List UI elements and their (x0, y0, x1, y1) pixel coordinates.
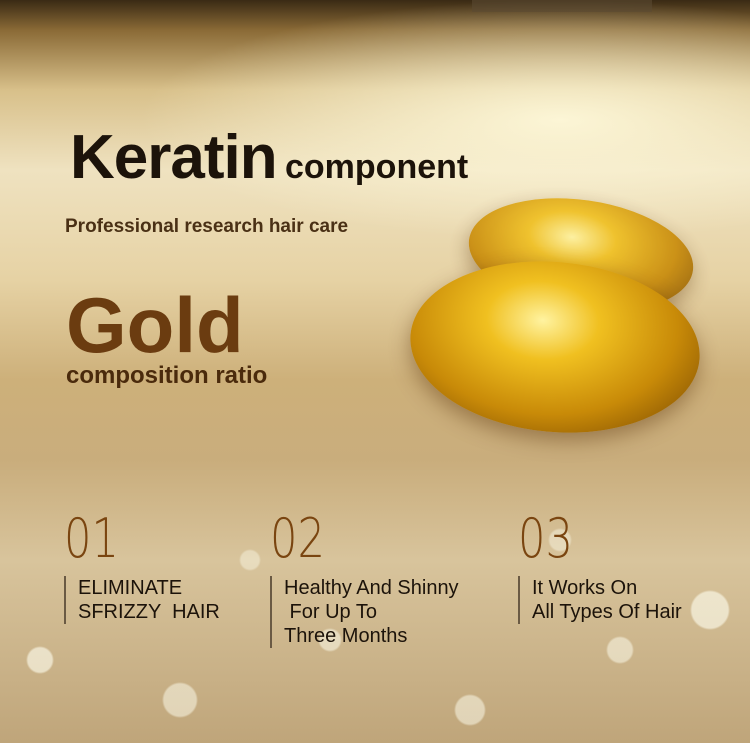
highlight-sub: composition ratio (66, 362, 268, 389)
feature-text: It Works On All Types Of Hair (518, 576, 682, 624)
title-suffix: component (285, 148, 469, 186)
glitter-background (0, 380, 750, 743)
feature-1: 01 ELIMINATE SFRIZZY HAIR (64, 510, 220, 624)
feature-text: Healthy And Shinny For Up To Three Month… (270, 576, 459, 648)
feature-2: 02 Healthy And Shinny For Up To Three Mo… (270, 510, 459, 648)
top-bar (472, 0, 652, 12)
feature-text: ELIMINATE SFRIZZY HAIR (64, 576, 220, 624)
feature-number: 03 (518, 507, 573, 570)
highlight: Gold (66, 281, 244, 369)
feature-3: 03 It Works On All Types Of Hair (518, 510, 682, 624)
feature-number: 02 (270, 507, 325, 570)
title: Keratin (70, 123, 278, 192)
feature-number: 01 (64, 507, 119, 570)
subtitle: Professional research hair care (65, 216, 349, 237)
